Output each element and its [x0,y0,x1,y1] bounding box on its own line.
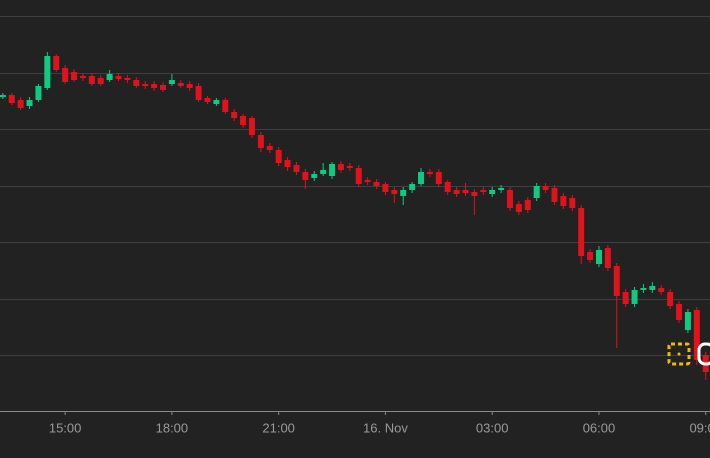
candle-body [168,80,175,84]
candle-body [418,172,425,184]
candle-body [320,170,327,174]
candle-body [471,192,478,196]
candle-body [88,76,95,84]
candle-body [533,186,540,198]
candle-body [231,112,238,118]
candle-body [8,95,15,103]
candle-body [595,250,602,264]
candle-body [364,180,371,182]
candle-body [453,190,460,194]
candle-body [124,78,131,80]
candle-body [480,190,487,192]
candle-body [426,172,433,174]
candle-body [311,174,318,178]
candle-body [213,100,220,104]
candle-body [159,85,166,90]
candle-body [26,100,33,106]
candle-body [44,56,51,88]
candle-body [248,118,255,135]
x-tick-label: 16. Nov [363,420,408,435]
candle-body [506,190,513,208]
candle-body [560,196,567,206]
candle-body [409,184,416,190]
candle-body [71,72,78,80]
candle-body [275,150,282,163]
candle-body [604,248,611,268]
x-tick-label: 09:00 [689,420,710,435]
candle-body [355,168,362,184]
marker-icon [667,342,691,366]
candle-body [186,84,193,88]
marker-badge [697,342,710,366]
candle-body [195,86,202,100]
candle-body [622,292,629,304]
candle-body [53,56,60,70]
candle-body [658,288,665,292]
x-tick-label: 15:00 [49,420,82,435]
candle-body [676,304,683,320]
candle-body [97,78,104,84]
candles [0,52,709,380]
candle-body [693,310,700,360]
candle-body [498,188,505,190]
last-price-marker [667,342,710,366]
x-tick-label: 21:00 [262,420,295,435]
candle-body [204,98,211,102]
candle-body [222,100,229,112]
candle-body [649,286,656,290]
candle-body [640,288,647,290]
candle-body [115,76,122,79]
candle-body [17,100,24,108]
candle-body [106,74,113,80]
candle-body [337,164,344,170]
candle-body [391,190,398,194]
candle-body [35,86,42,100]
candle-body [79,76,86,78]
x-tick-label: 18:00 [156,420,189,435]
candle-body [587,252,594,260]
candle-body [329,164,336,176]
candle-body [177,83,184,86]
candle-body [142,84,149,86]
candle-body [151,84,158,88]
candle-body [133,80,140,86]
candle-body [542,186,549,190]
candle-body [400,190,407,196]
marker-dot [677,352,681,356]
candle-body [240,116,247,125]
candle-body [293,165,300,172]
candle-body [382,184,389,192]
candle-body [551,188,558,202]
candle-body [462,190,469,193]
candle-body [631,290,638,304]
candle-body [284,160,291,167]
candle-body [266,146,273,150]
candle-body [569,198,576,208]
candle-body [613,266,620,296]
candle-body [0,95,6,97]
candle-body [667,292,674,306]
candle-body [62,68,69,82]
candle-body [373,182,380,186]
candle-body [524,200,531,210]
candle-body [444,182,451,192]
candle-body [257,135,264,148]
x-tick-label: 06:00 [583,420,616,435]
candle-body [489,190,496,194]
candle-body [515,204,522,212]
candle-body [435,172,442,184]
x-axis: 15:00 18:00 21:00 16. Nov 03:00 06:00 09:00 [49,411,710,435]
candle-body [346,166,353,168]
candle-body [578,208,585,256]
x-tick-label: 03:00 [476,420,509,435]
candle-body [684,312,691,330]
candle-body [302,172,309,180]
